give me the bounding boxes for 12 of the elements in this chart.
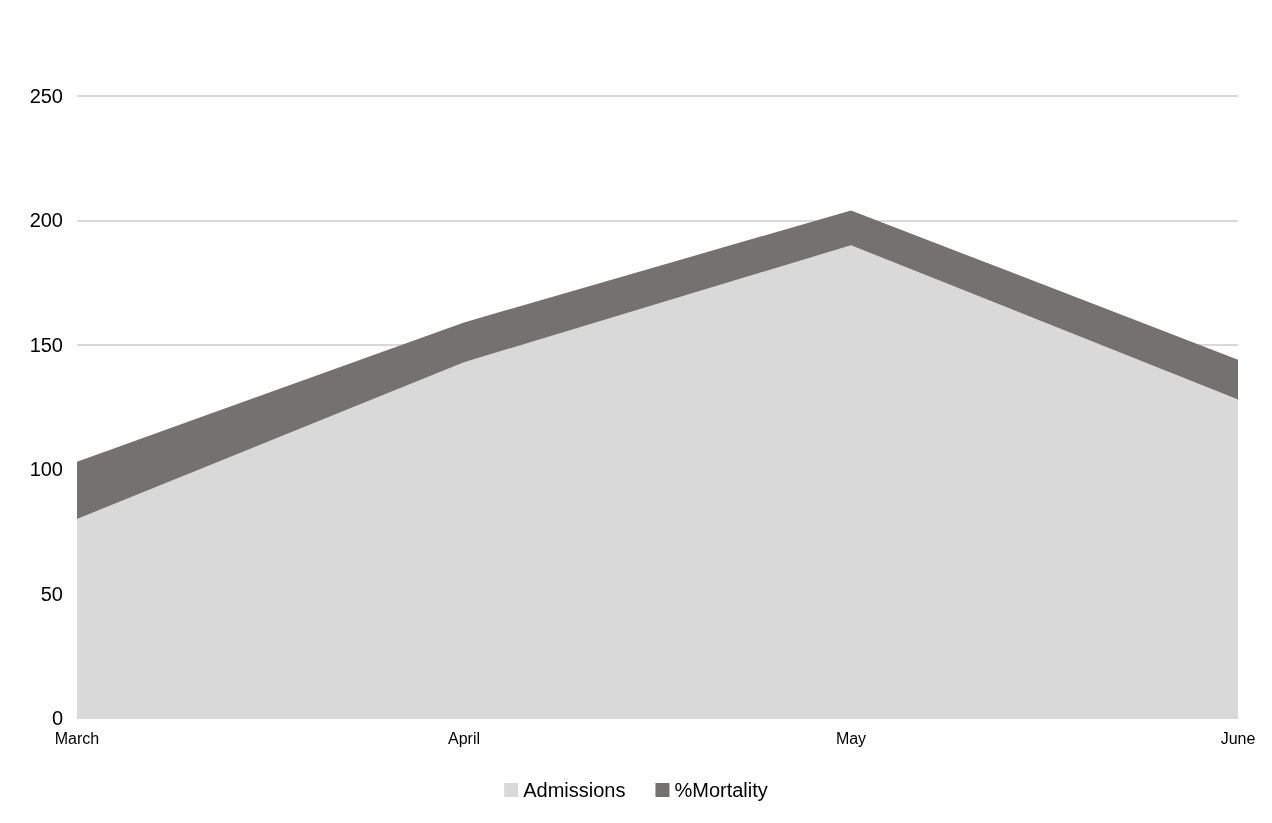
y-tick-label: 250 [29,85,63,107]
legend-label: Admissions [523,779,626,801]
y-tick-label: 200 [29,209,63,232]
legend-label: %Mortality [674,779,768,801]
x-tick-label: June [1220,729,1256,747]
x-tick-label: May [835,729,867,747]
x-tick-label: April [447,729,481,747]
x-tick-label: March [54,729,100,747]
y-tick-label: 0 [51,707,63,729]
y-tick-label: 50 [40,582,63,605]
y-tick-label: 150 [29,333,63,356]
y-tick-label: 100 [29,458,63,481]
